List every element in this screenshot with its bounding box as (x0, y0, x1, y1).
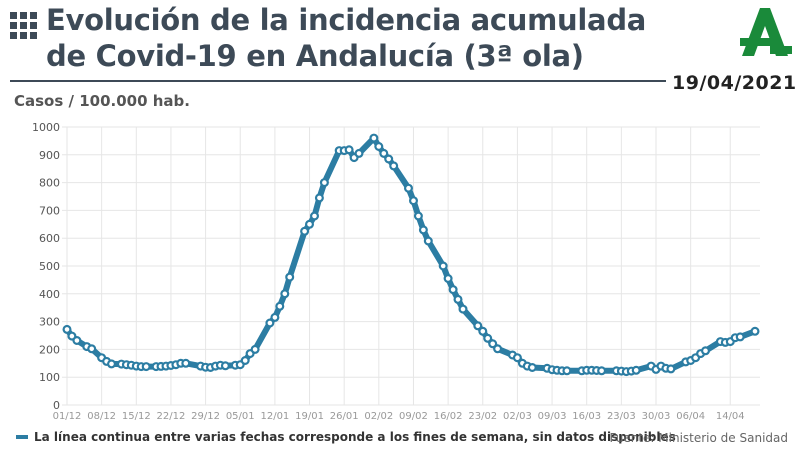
data-point (448, 285, 458, 295)
series-layer (62, 133, 760, 377)
data-point (453, 294, 463, 304)
data-point (87, 344, 97, 354)
junta-andalucia-logo-icon (740, 8, 792, 56)
chart-grid (62, 126, 760, 406)
data-point (369, 133, 379, 143)
chart-title: Evolución de la incidencia acumulada de … (46, 3, 647, 73)
x-tick-label: 08/12 (87, 411, 116, 422)
data-point (631, 365, 641, 375)
data-point (458, 304, 468, 314)
data-point (319, 178, 329, 188)
data-point (344, 145, 354, 155)
data-point (473, 321, 483, 331)
data-point (314, 193, 324, 203)
data-point (409, 196, 419, 206)
data-point (389, 161, 399, 171)
x-tick-label: 23/02 (468, 411, 497, 422)
footer-note-text: La línea continua entre varias fechas co… (34, 430, 676, 444)
data-point (300, 226, 310, 236)
x-tick-label: 09/03 (538, 411, 567, 422)
x-tick-label: 06/04 (676, 411, 705, 422)
x-tick-label: 12/01 (260, 411, 289, 422)
y-tick-label: 200 (39, 343, 60, 356)
y-tick-label: 300 (39, 316, 60, 329)
header-divider (10, 80, 666, 82)
x-tick-label: 26/01 (330, 411, 359, 422)
data-point (418, 225, 428, 235)
x-tick-label: 16/02 (434, 411, 463, 422)
grid-icon (10, 12, 37, 39)
y-tick-label: 1000 (32, 121, 60, 134)
series-line (64, 135, 758, 375)
x-tick-label: 19/01 (295, 411, 324, 422)
y-tick-label: 700 (39, 204, 60, 217)
data-point (666, 364, 676, 374)
data-point (597, 366, 607, 376)
data-point (275, 301, 285, 311)
data-point (512, 353, 522, 363)
data-point (488, 339, 498, 349)
data-point (270, 312, 280, 322)
data-point (527, 363, 537, 373)
data-point (181, 358, 191, 368)
data-point (700, 346, 710, 356)
data-point (443, 274, 453, 284)
data-point (265, 318, 275, 328)
data-point (562, 366, 572, 376)
y-tick-label: 0 (53, 399, 60, 412)
footer-note: La línea continua entre varias fechas co… (16, 430, 676, 444)
y-axis-ticks: 0 100 200 300 400 500 600 700 800 900 1000 (32, 121, 60, 412)
y-tick-label: 500 (39, 260, 60, 273)
data-point (413, 211, 423, 221)
data-point (379, 148, 389, 158)
x-tick-label: 09/02 (399, 411, 428, 422)
y-axis-label: Casos / 100.000 hab. (14, 92, 190, 110)
x-tick-label: 16/03 (572, 411, 601, 422)
data-point (483, 333, 493, 343)
data-point (354, 148, 364, 158)
data-point (423, 236, 433, 246)
data-point (240, 356, 250, 366)
data-point (438, 261, 448, 271)
data-point (72, 336, 82, 346)
data-point (141, 362, 151, 372)
line-legend-icon (16, 435, 28, 439)
data-point (478, 326, 488, 336)
incidence-line-chart: 0 100 200 300 400 500 600 700 800 900 1000 01/12 08… (32, 121, 760, 422)
data-point (285, 272, 295, 282)
x-tick-label: 22/12 (157, 411, 186, 422)
y-tick-label: 400 (39, 288, 60, 301)
y-tick-label: 800 (39, 177, 60, 190)
data-point (374, 142, 384, 152)
data-point (106, 359, 116, 369)
report-date: 19/04/2021 (672, 72, 797, 94)
data-point (280, 289, 290, 299)
y-tick-label: 600 (39, 232, 60, 245)
data-point (250, 344, 260, 354)
y-tick-label: 100 (39, 371, 60, 384)
data-point (750, 326, 760, 336)
data-point (310, 211, 320, 221)
data-point (220, 361, 230, 371)
x-tick-label: 14/04 (716, 411, 745, 422)
x-tick-label: 30/03 (642, 411, 671, 422)
y-tick-label: 900 (39, 149, 60, 162)
data-point (404, 183, 414, 193)
data-point (384, 154, 394, 164)
x-tick-label: 05/01 (226, 411, 255, 422)
data-point (735, 332, 745, 342)
x-axis-ticks: 01/12 08/12 15/12 22/12 29/12 05/01 12/01 19/01… (53, 411, 745, 422)
x-tick-label: 23/03 (607, 411, 636, 422)
x-tick-label: 15/12 (122, 411, 151, 422)
x-tick-label: 01/12 (53, 411, 82, 422)
data-point (493, 344, 503, 354)
x-tick-label: 02/03 (503, 411, 532, 422)
x-tick-label: 29/12 (191, 411, 220, 422)
x-tick-label: 02/02 (364, 411, 393, 422)
data-point (62, 324, 72, 334)
data-source: Fuente: Ministerio de Sanidad (609, 431, 789, 445)
data-point (305, 219, 315, 229)
